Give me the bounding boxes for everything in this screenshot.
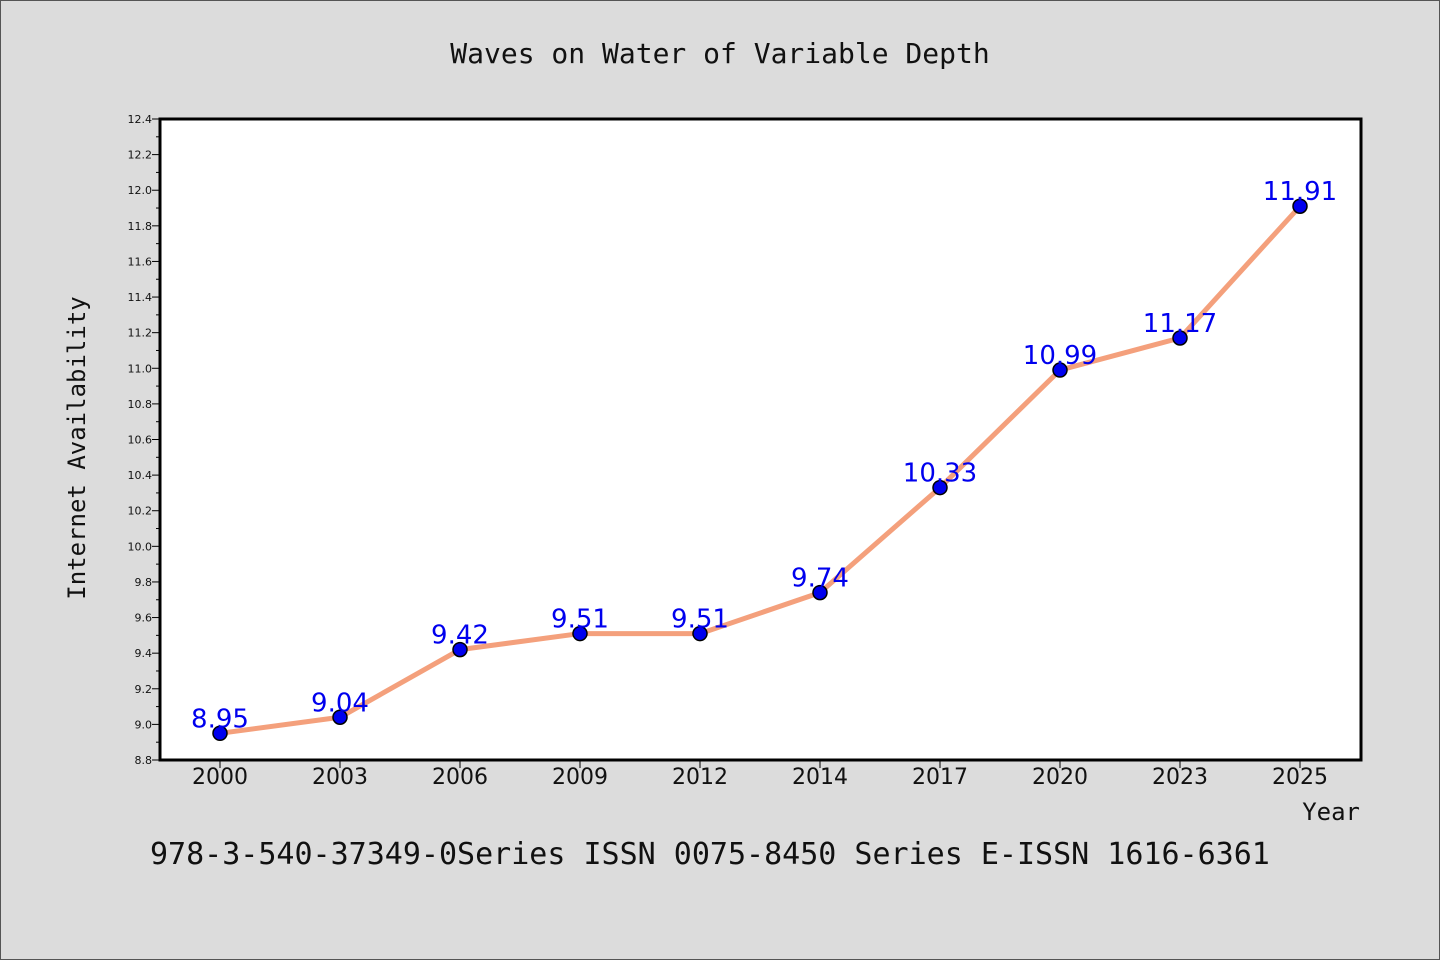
x-tick-label: 2012 [672, 765, 728, 790]
data-label: 9.74 [791, 564, 849, 594]
data-point [452, 641, 468, 658]
data-point [812, 584, 828, 601]
data-point [692, 625, 708, 642]
y-tick-label: 10.4 [128, 469, 153, 482]
x-tick-label: 2006 [432, 765, 488, 790]
data-label: 11.17 [1143, 309, 1217, 339]
data-point [212, 725, 228, 742]
y-tick-label: 12.4 [128, 113, 153, 126]
x-axis-label: Year [1302, 798, 1360, 826]
y-tick-label: 12.2 [128, 149, 153, 162]
y-tick-label: 9.2 [135, 683, 153, 696]
y-axis-ticks: 8.8 9.0 9.2 9.4 9.6 9.8 10.0 10.2 10.4 10.6 10.8 11… [128, 113, 160, 767]
x-tick-label: 2000 [192, 765, 248, 790]
data-point [572, 625, 588, 642]
series-group: 8.95 9.04 9.42 9.51 9.51 9.74 10.33 10.99 11.17 1… [191, 177, 1337, 742]
x-tick-label: 2009 [552, 765, 608, 790]
y-tick-label: 9.0 [135, 718, 153, 731]
x-tick-label: 2020 [1032, 765, 1088, 790]
data-point [1292, 198, 1308, 214]
y-tick-label: 11.0 [128, 362, 153, 375]
x-tick-label: 2023 [1152, 765, 1208, 790]
chart-title: Waves on Water of Variable Depth [450, 37, 989, 70]
y-tick-label: 9.4 [135, 647, 153, 660]
x-tick-label: 2014 [792, 765, 848, 790]
y-tick-label: 11.8 [128, 220, 153, 233]
data-label: 9.04 [311, 688, 369, 718]
data-label: 9.51 [671, 605, 729, 635]
y-tick-label: 11.4 [128, 291, 153, 304]
y-tick-label: 9.6 [135, 612, 153, 625]
y-tick-label: 9.8 [135, 576, 153, 589]
data-label: 11.91 [1263, 177, 1337, 207]
data-label: 9.42 [431, 621, 489, 651]
data-point [332, 709, 348, 726]
data-label: 8.95 [191, 704, 249, 734]
footer-isbn-text: 978-3-540-37349-0Series ISSN 0075-8450 S… [150, 837, 1270, 872]
y-tick-label: 11.2 [128, 327, 153, 340]
x-tick-label: 2025 [1272, 765, 1328, 790]
plot-area [158, 117, 1363, 762]
y-tick-label: 10.8 [128, 398, 153, 411]
data-point [1172, 330, 1188, 346]
y-tick-label: 12.0 [128, 184, 153, 197]
y-tick-label: 11.6 [128, 255, 153, 268]
data-label: 9.51 [551, 605, 609, 635]
series-line [219, 204, 1302, 736]
data-label: 10.99 [1023, 341, 1097, 371]
data-point [1052, 362, 1068, 378]
y-axis-label: Internet Availability [63, 296, 91, 599]
data-label: 10.33 [903, 459, 977, 489]
y-tick-label: 10.0 [128, 540, 153, 553]
y-tick-label: 10.2 [128, 505, 153, 518]
x-axis-ticks: 2000 2003 2006 2009 2012 2014 2017 2020 2023 2025 [192, 760, 1328, 790]
x-tick-label: 2017 [912, 765, 968, 790]
y-tick-label: 8.8 [135, 754, 153, 767]
x-tick-label: 2003 [312, 765, 368, 790]
data-point [932, 479, 948, 496]
y-tick-label: 10.6 [128, 434, 153, 447]
